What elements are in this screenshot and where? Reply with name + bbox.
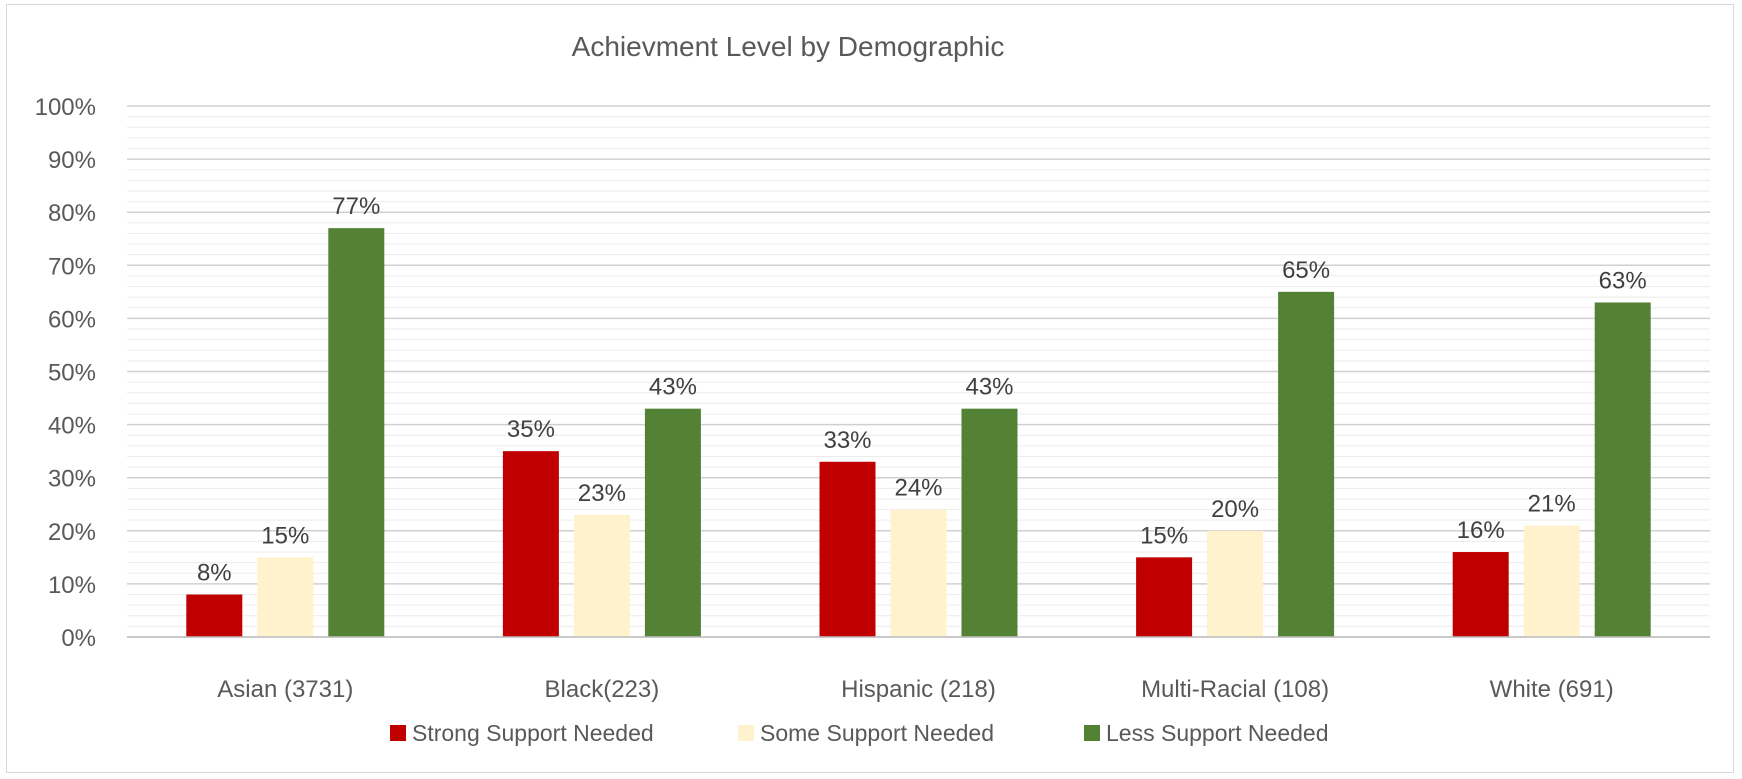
bar [890, 509, 947, 637]
x-axis: Asian (3731) Black(223) Hispanic (218) Mult… [127, 636, 1710, 703]
data-labels: 8% 15% 77% 35% 23% 43% 33% 24% 43% 15% 20% 65% 16% 21… [197, 193, 1647, 586]
data-label: 8% [197, 560, 232, 587]
bar [1452, 552, 1509, 637]
legend-swatch [1084, 725, 1100, 741]
y-tick-label: 80% [48, 200, 96, 227]
y-tick-label: 70% [48, 253, 96, 280]
x-tick-label: Multi-Racial (108) [1141, 676, 1329, 703]
y-tick-label: 10% [48, 572, 96, 599]
x-tick-label: Asian (3731) [217, 676, 353, 703]
legend-swatch [390, 725, 406, 741]
bar [1278, 291, 1335, 637]
y-tick-label: 30% [48, 466, 96, 493]
data-label: 21% [1528, 490, 1576, 517]
bar [1207, 530, 1264, 637]
y-tick-label: 0% [61, 625, 96, 652]
data-label: 15% [1140, 522, 1188, 549]
chart-title: Achievment Level by Demographic [572, 31, 1005, 62]
bars [186, 228, 1651, 637]
bar [257, 557, 314, 637]
data-label: 65% [1282, 257, 1330, 284]
data-label: 23% [578, 480, 626, 507]
bar [186, 594, 243, 637]
legend-label: Strong Support Needed [412, 720, 654, 746]
data-label: 43% [649, 374, 697, 401]
bar [1594, 302, 1651, 637]
bar [573, 514, 630, 637]
data-label: 63% [1599, 267, 1647, 294]
bar [644, 408, 701, 637]
bar [961, 408, 1018, 637]
y-tick-label: 60% [48, 306, 96, 333]
data-label: 20% [1211, 496, 1259, 523]
x-tick-label: Black(223) [545, 676, 660, 703]
y-tick-label: 20% [48, 519, 96, 546]
legend: Strong Support Needed Some Support Needed… [390, 720, 1329, 746]
y-tick-label: 40% [48, 413, 96, 440]
bar [1136, 557, 1193, 637]
bar [328, 228, 385, 637]
legend-label: Some Support Needed [760, 720, 994, 746]
legend-swatch [738, 725, 754, 741]
data-label: 35% [507, 416, 555, 443]
data-label: 16% [1457, 517, 1505, 544]
data-label: 43% [965, 374, 1013, 401]
bar [1523, 525, 1580, 637]
y-axis: 0% 10% 20% 30% 40% 50% 60% 70% 80% 90% 100% [35, 94, 96, 652]
y-tick-label: 90% [48, 147, 96, 174]
data-label: 24% [894, 475, 942, 502]
bar [502, 451, 559, 637]
legend-label: Less Support Needed [1106, 720, 1329, 746]
bar [819, 461, 876, 637]
x-tick-label: Hispanic (218) [841, 676, 996, 703]
x-tick-label: White (691) [1490, 676, 1614, 703]
y-tick-label: 50% [48, 360, 96, 387]
data-label: 77% [332, 193, 380, 220]
chart-frame [6, 4, 1734, 773]
y-tick-label: 100% [35, 94, 96, 121]
data-label: 33% [823, 427, 871, 454]
data-label: 15% [261, 522, 309, 549]
